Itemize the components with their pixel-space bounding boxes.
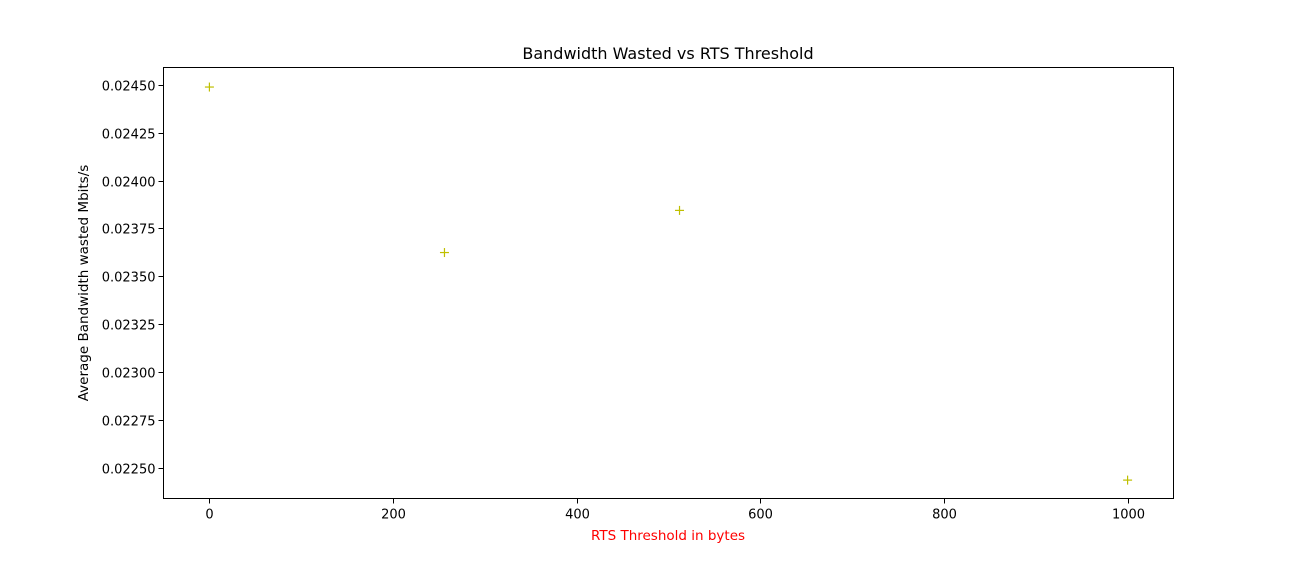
y-tick-label: 0.02300 <box>102 367 156 382</box>
y-tick-label: 0.02350 <box>102 271 156 286</box>
x-tick-label: 0 <box>205 508 213 523</box>
x-tick-label: 1000 <box>1112 508 1145 523</box>
x-tick-label: 600 <box>748 508 773 523</box>
y-tick-label: 0.02375 <box>102 223 156 238</box>
y-axis-ticks: 0.02250 0.02275 0.02300 0.02325 0.02350 0.023… <box>102 80 164 478</box>
x-tick-label: 400 <box>565 508 590 523</box>
data-point <box>1123 475 1133 485</box>
x-tick-label: 800 <box>932 508 957 523</box>
y-tick-label: 0.02425 <box>102 128 156 143</box>
y-tick-label: 0.02250 <box>102 463 156 478</box>
data-point <box>675 205 685 215</box>
data-points <box>204 82 1133 485</box>
data-point <box>439 248 449 258</box>
y-tick-label: 0.02450 <box>102 80 156 95</box>
y-tick-label: 0.02400 <box>102 176 156 191</box>
y-tick-label: 0.02275 <box>102 415 156 430</box>
plot-area-frame <box>163 67 1174 499</box>
chart-title: Bandwidth Wasted vs RTS Threshold <box>522 44 813 63</box>
y-axis-label: Average Bandwidth wasted Mbits/s <box>76 165 92 402</box>
x-tick-label: 200 <box>381 508 406 523</box>
x-axis-ticks: 0 200 400 600 800 1000 <box>205 498 1145 523</box>
y-tick-label: 0.02325 <box>102 319 156 334</box>
data-point <box>204 82 214 92</box>
x-axis-label: RTS Threshold in bytes <box>591 528 745 544</box>
